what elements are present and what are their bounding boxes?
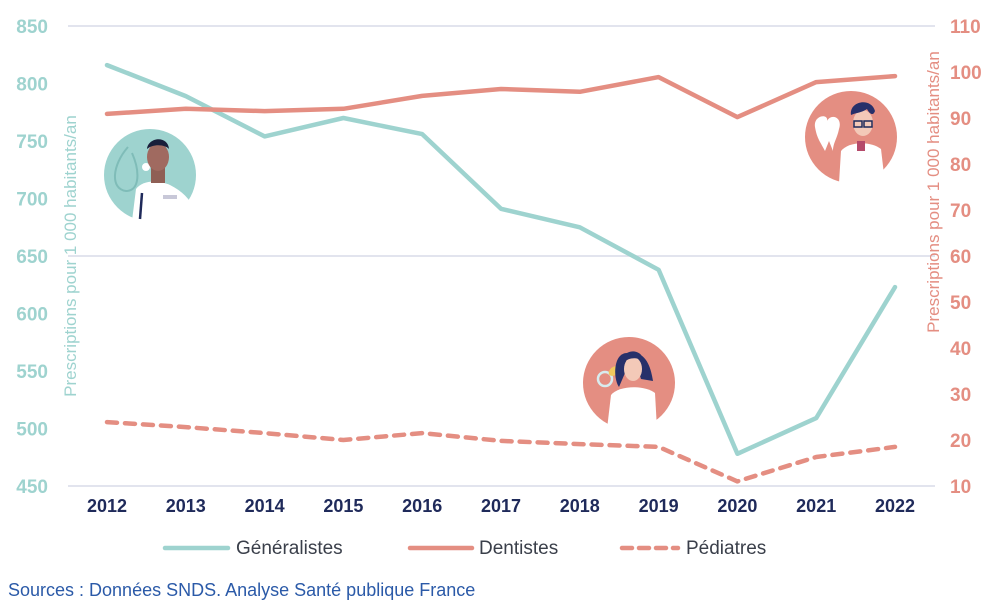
legend-label-generalistes: Généralistes xyxy=(236,538,343,559)
doctor-figure-icon xyxy=(132,139,194,221)
legend-item-pediatres: Pédiatres xyxy=(619,538,766,559)
left-axis-title: Prescriptions pour 1 000 habitants/an xyxy=(61,115,80,397)
left-tick-label: 850 xyxy=(16,17,48,38)
x-tick-label: 2015 xyxy=(323,496,363,516)
left-tick-label: 600 xyxy=(16,305,48,326)
left-tick-label: 700 xyxy=(16,190,48,211)
legend-label-pediatres: Pédiatres xyxy=(686,538,766,559)
right-axis-title: Prescriptions pour 1 000 habitants/an xyxy=(924,51,943,333)
right-tick-label: 10 xyxy=(950,477,971,498)
x-tick-label: 2013 xyxy=(166,496,206,516)
left-axis-ticks: 850 800 750 700 650 600 550 500 450 xyxy=(16,17,48,498)
x-tick-label: 2020 xyxy=(717,496,757,516)
left-tick-label: 500 xyxy=(16,420,48,441)
x-tick-label: 2016 xyxy=(402,496,442,516)
right-tick-label: 70 xyxy=(950,201,971,222)
legend-label-dentistes: Dentistes xyxy=(479,538,558,559)
left-tick-label: 750 xyxy=(16,132,48,153)
right-tick-label: 30 xyxy=(950,385,971,406)
right-tick-label: 50 xyxy=(950,293,971,314)
dentiste-illustration xyxy=(805,91,897,183)
series-line-generalistes xyxy=(104,62,898,457)
right-tick-label: 90 xyxy=(950,109,971,130)
pediatre-illustration xyxy=(583,337,675,429)
right-tick-label: 110 xyxy=(950,17,981,38)
right-tick-label: 20 xyxy=(950,431,971,452)
generaliste-illustration xyxy=(104,129,196,221)
x-tick-label: 2014 xyxy=(245,496,285,516)
legend-item-dentistes: Dentistes xyxy=(407,538,558,559)
tooth-icon xyxy=(814,116,840,151)
right-tick-label: 40 xyxy=(950,339,971,360)
right-tick-label: 100 xyxy=(950,63,982,84)
right-tick-label: 80 xyxy=(950,155,971,176)
x-tick-label: 2019 xyxy=(639,496,679,516)
doctor-figure-icon xyxy=(839,102,885,183)
left-tick-label: 800 xyxy=(16,75,48,96)
right-axis-ticks: 110 100 90 80 70 60 50 40 30 20 10 xyxy=(950,17,982,498)
x-tick-label: 2018 xyxy=(560,496,600,516)
left-tick-label: 450 xyxy=(16,477,48,498)
legend: Généralistes Dentistes Pédiatres xyxy=(162,538,766,559)
doctor-figure-icon xyxy=(607,351,657,429)
series-line-pediatres xyxy=(104,419,898,484)
x-tick-label: 2017 xyxy=(481,496,521,516)
series-layer xyxy=(104,62,898,484)
gridlines xyxy=(68,25,935,487)
legend-item-generalistes: Généralistes xyxy=(162,538,343,559)
left-tick-label: 550 xyxy=(16,362,48,383)
left-tick-label: 650 xyxy=(16,247,48,268)
x-axis-ticks: 2012 2013 2014 2015 2016 2017 2018 2019 2020 2021… xyxy=(87,496,915,516)
source-note: Sources : Données SNDS. Analyse Santé pu… xyxy=(8,580,476,600)
right-tick-label: 60 xyxy=(950,247,971,268)
stethoscope-icon xyxy=(113,146,150,193)
x-tick-label: 2012 xyxy=(87,496,127,516)
x-tick-label: 2022 xyxy=(875,496,915,516)
series-line-dentistes xyxy=(104,73,898,120)
x-tick-label: 2021 xyxy=(796,496,836,516)
